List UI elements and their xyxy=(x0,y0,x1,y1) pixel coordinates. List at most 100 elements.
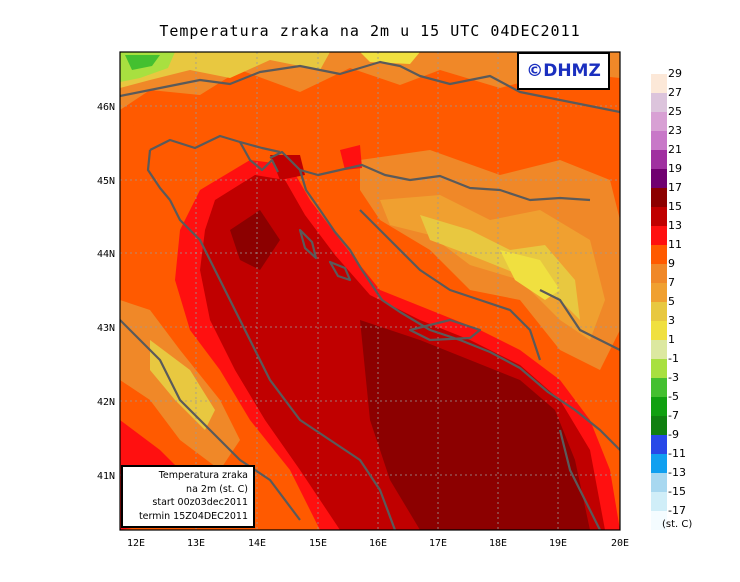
legend-entry: -9 xyxy=(651,428,721,454)
x-tick-18E: 18E xyxy=(489,538,507,549)
legend-swatch xyxy=(651,264,667,283)
legend-entry: -3 xyxy=(651,371,721,397)
legend-swatch xyxy=(651,74,667,93)
legend-label: -7 xyxy=(668,409,679,422)
legend-label: 21 xyxy=(668,143,682,156)
y-tick-41N: 41N xyxy=(97,471,115,482)
x-tick-19E: 19E xyxy=(549,538,567,549)
map-title: Temperatura zraka na 2m u 15 UTC 04DEC20… xyxy=(159,22,581,40)
legend-swatch xyxy=(651,131,667,150)
y-axis-ticks: 46N 45N 44N 43N 42N 41N xyxy=(97,102,115,482)
legend-swatch xyxy=(651,359,667,378)
info-line-2: na 2m (st. C) xyxy=(186,483,248,495)
legend-label: -9 xyxy=(668,428,679,441)
info-box: Temperatura zraka na 2m (st. C) start 00… xyxy=(121,465,255,528)
legend-swatch xyxy=(651,207,667,226)
legend-entry: -7 xyxy=(651,409,721,435)
coastlines-borders xyxy=(120,60,620,530)
legend-label: -11 xyxy=(668,447,686,460)
legend-label: 17 xyxy=(668,181,682,194)
legend-swatch xyxy=(651,321,667,340)
legend-swatch xyxy=(651,511,667,530)
legend-entry: 27 xyxy=(651,86,721,112)
info-line-4: termin 15Z04DEC2011 xyxy=(138,510,248,522)
legend-entry: 7 xyxy=(651,276,721,302)
legend-swatch xyxy=(651,283,667,302)
legend-swatch xyxy=(651,492,667,511)
legend-entry: 19 xyxy=(651,162,721,188)
legend-label: 9 xyxy=(668,257,675,270)
legend-swatch xyxy=(651,473,667,492)
legend-entry: 23 xyxy=(651,124,721,150)
legend-swatch xyxy=(651,378,667,397)
legend-label: 5 xyxy=(668,295,675,308)
legend-swatch xyxy=(651,397,667,416)
dhmz-logo: ©DHMZ xyxy=(517,52,610,90)
legend-swatch xyxy=(651,340,667,359)
legend-entry: 15 xyxy=(651,200,721,226)
y-tick-42N: 42N xyxy=(97,397,115,408)
legend-label: -5 xyxy=(668,390,679,403)
x-tick-14E: 14E xyxy=(248,538,266,549)
legend-entry: 3 xyxy=(651,314,721,340)
legend-swatch xyxy=(651,302,667,321)
legend-entry: 17 xyxy=(651,181,721,207)
legend-label: 27 xyxy=(668,86,682,99)
legend-label: 29 xyxy=(668,67,682,80)
info-line-3: start 00z03dec2011 xyxy=(152,497,248,508)
legend-swatch xyxy=(651,245,667,264)
y-tick-44N: 44N xyxy=(97,249,115,260)
legend-label: 3 xyxy=(668,314,675,327)
legend-entry: -1 xyxy=(651,352,721,378)
y-tick-43N: 43N xyxy=(97,323,115,334)
legend-label: 7 xyxy=(668,276,675,289)
x-tick-16E: 16E xyxy=(369,538,387,549)
y-tick-45N: 45N xyxy=(97,176,115,187)
map-gridlines xyxy=(120,52,620,530)
legend-entry: -17 xyxy=(651,504,721,530)
legend-swatch xyxy=(651,188,667,207)
x-axis-ticks: 12E 13E 14E 15E 16E 17E 18E 19E 20E xyxy=(127,538,629,549)
legend-label: -17 xyxy=(668,504,686,517)
legend-entry: 5 xyxy=(651,295,721,321)
legend-entry: 25 xyxy=(651,105,721,131)
legend-entry: -5 xyxy=(651,390,721,416)
legend-entry: 1 xyxy=(651,333,721,359)
legend-entry: -15 xyxy=(651,485,721,511)
legend-swatch xyxy=(651,435,667,454)
legend-label: -13 xyxy=(668,466,686,479)
legend-label: 25 xyxy=(668,105,682,118)
info-line-1: Temperatura zraka xyxy=(158,470,248,481)
legend-swatch xyxy=(651,112,667,131)
legend-label: 15 xyxy=(668,200,682,213)
legend-entry: 13 xyxy=(651,219,721,245)
legend-swatch xyxy=(651,150,667,169)
map-frame xyxy=(119,51,621,531)
legend-entry: 11 xyxy=(651,238,721,264)
legend-label: -15 xyxy=(668,485,686,498)
legend-entry: 21 xyxy=(651,143,721,169)
legend-label: 1 xyxy=(668,333,675,346)
legend-swatch xyxy=(651,226,667,245)
legend-label: -1 xyxy=(668,352,679,365)
legend-swatch xyxy=(651,416,667,435)
legend-swatch xyxy=(651,169,667,188)
x-tick-20E: 20E xyxy=(611,538,629,549)
temperature-field xyxy=(120,52,620,530)
legend-entry: -13 xyxy=(651,466,721,492)
legend-unit: (st. C) xyxy=(662,519,693,530)
x-tick-17E: 17E xyxy=(429,538,447,549)
legend-label: 11 xyxy=(668,238,682,251)
x-tick-13E: 13E xyxy=(187,538,205,549)
legend-label: 13 xyxy=(668,219,682,232)
x-tick-15E: 15E xyxy=(309,538,327,549)
legend-swatch xyxy=(651,454,667,473)
legend-label: 23 xyxy=(668,124,682,137)
legend-entry: -11 xyxy=(651,447,721,473)
legend-entry: 9 xyxy=(651,257,721,283)
y-tick-46N: 46N xyxy=(97,102,115,113)
legend-label: 19 xyxy=(668,162,682,175)
legend-label: -3 xyxy=(668,371,679,384)
legend-swatch xyxy=(651,93,667,112)
